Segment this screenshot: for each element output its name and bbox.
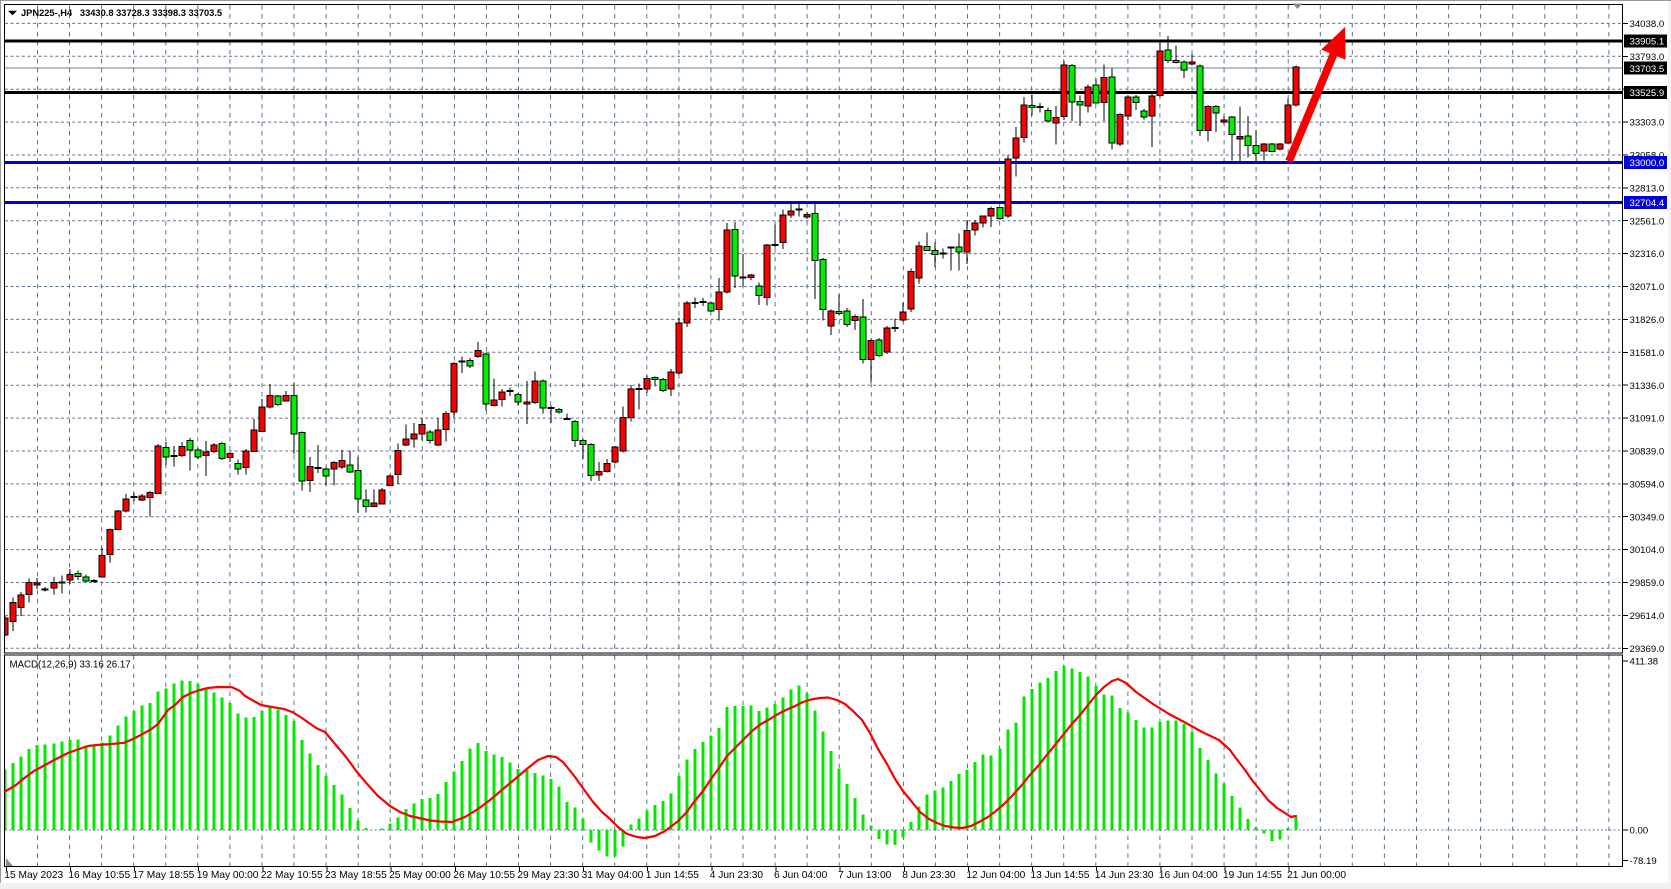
svg-text:JPN225-,H4 33430.8 33728.3 3: JPN225-,H4 33430.8 33728.3 33398.3 33703… [21, 8, 222, 18]
svg-text:34038.0: 34038.0 [1630, 19, 1665, 30]
svg-text:0.00: 0.00 [1630, 826, 1649, 837]
svg-text:31336.0: 31336.0 [1630, 381, 1665, 392]
svg-text:31581.0: 31581.0 [1630, 348, 1665, 359]
svg-text:16 May 10:55: 16 May 10:55 [68, 870, 130, 881]
svg-text:30594.0: 30594.0 [1630, 480, 1665, 491]
svg-text:19 Jun 14:55: 19 Jun 14:55 [1223, 870, 1282, 881]
svg-text:411.38: 411.38 [1630, 657, 1659, 668]
svg-text:13 Jun 14:55: 13 Jun 14:55 [1031, 870, 1090, 881]
svg-text:33905.1: 33905.1 [1630, 37, 1665, 48]
svg-text:21 Jun 00:00: 21 Jun 00:00 [1287, 870, 1346, 881]
svg-text:31 May 04:00: 31 May 04:00 [582, 870, 644, 881]
svg-text:33793.0: 33793.0 [1630, 52, 1665, 63]
svg-text:30104.0: 30104.0 [1630, 545, 1665, 556]
svg-text:19 May 00:00: 19 May 00:00 [197, 870, 259, 881]
svg-text:15 May 2023: 15 May 2023 [4, 870, 63, 881]
svg-text:22 May 10:55: 22 May 10:55 [261, 870, 323, 881]
svg-text:31826.0: 31826.0 [1630, 315, 1665, 326]
svg-text:4 Jun 23:30: 4 Jun 23:30 [710, 870, 764, 881]
svg-text:29614.0: 29614.0 [1630, 611, 1665, 622]
svg-text:16 Jun 04:00: 16 Jun 04:00 [1159, 870, 1218, 881]
svg-text:32561.0: 32561.0 [1630, 216, 1665, 227]
svg-text:14 Jun 23:30: 14 Jun 23:30 [1095, 870, 1154, 881]
svg-text:26 May 10:55: 26 May 10:55 [453, 870, 515, 881]
svg-text:30349.0: 30349.0 [1630, 512, 1665, 523]
svg-text:29 May 23:30: 29 May 23:30 [517, 870, 579, 881]
svg-text:32704.4: 32704.4 [1630, 198, 1665, 209]
svg-text:31091.0: 31091.0 [1630, 414, 1665, 425]
svg-text:33000.0: 33000.0 [1630, 158, 1665, 169]
svg-text:23 May 18:55: 23 May 18:55 [325, 870, 387, 881]
svg-text:17 May 18:55: 17 May 18:55 [133, 870, 195, 881]
svg-text:32316.0: 32316.0 [1630, 249, 1665, 260]
svg-text:29369.0: 29369.0 [1630, 644, 1665, 655]
svg-text:33525.9: 33525.9 [1630, 88, 1665, 99]
svg-text:33703.5: 33703.5 [1630, 64, 1665, 75]
svg-text:32813.0: 32813.0 [1630, 183, 1665, 194]
svg-text:MACD(12,26,9) 33.16 26.17: MACD(12,26,9) 33.16 26.17 [10, 660, 131, 671]
svg-text:33303.0: 33303.0 [1630, 118, 1665, 129]
svg-text:6 Jun 04:00: 6 Jun 04:00 [774, 870, 828, 881]
svg-text:30839.0: 30839.0 [1630, 447, 1665, 458]
svg-text:-78.19: -78.19 [1630, 856, 1657, 867]
svg-text:29859.0: 29859.0 [1630, 578, 1665, 589]
svg-text:1 Jun 14:55: 1 Jun 14:55 [646, 870, 700, 881]
svg-text:12 Jun 04:00: 12 Jun 04:00 [966, 870, 1025, 881]
svg-text:7 Jun 13:00: 7 Jun 13:00 [838, 870, 892, 881]
svg-text:32071.0: 32071.0 [1630, 282, 1665, 293]
svg-text:8 Jun 23:30: 8 Jun 23:30 [902, 870, 956, 881]
svg-text:25 May 00:00: 25 May 00:00 [389, 870, 451, 881]
